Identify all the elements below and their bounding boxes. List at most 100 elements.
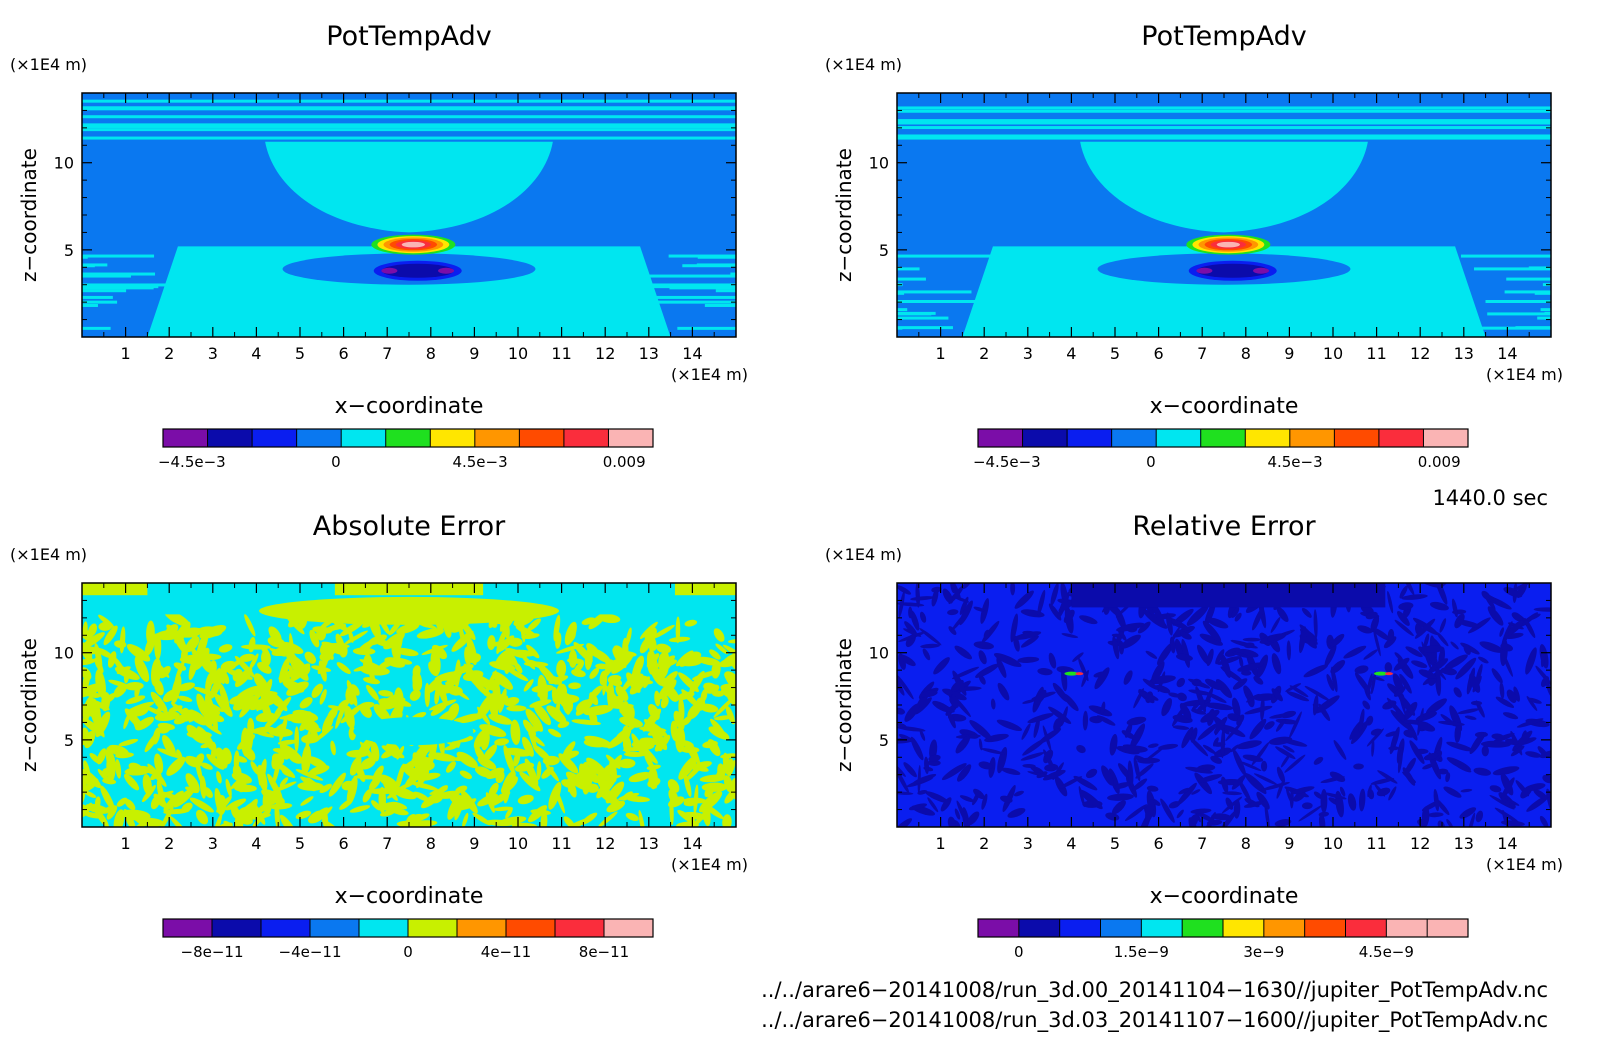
error-blob xyxy=(94,657,104,674)
z-unit-label: (×1E4 m) xyxy=(825,545,902,564)
error-blob xyxy=(279,743,304,764)
relerr-blob xyxy=(1354,665,1369,674)
colorbar-swatch xyxy=(212,919,261,937)
relerr-blob xyxy=(1514,583,1530,591)
relerr-blob xyxy=(1495,696,1515,708)
colorbar-frame xyxy=(977,428,1469,448)
colorbar-swatch xyxy=(207,429,253,447)
relerr-blob xyxy=(1013,790,1024,797)
error-blob xyxy=(82,621,88,639)
relerr-blob xyxy=(1237,662,1264,672)
x-tick-label: 5 xyxy=(295,344,305,363)
relerr-blob xyxy=(1363,649,1378,660)
relerr-blob xyxy=(1427,812,1444,818)
relerr-blob xyxy=(1313,756,1324,765)
error-blob xyxy=(722,752,731,775)
stripe-lower-right xyxy=(637,295,736,299)
error-blob xyxy=(115,752,134,759)
error-blob xyxy=(660,696,669,709)
error-blob xyxy=(154,711,180,722)
error-blob xyxy=(488,782,499,798)
relerr-blob xyxy=(1236,714,1245,726)
x-tick-label: 10 xyxy=(1323,834,1343,853)
stripe-lower-right xyxy=(644,285,736,289)
error-blob xyxy=(223,820,234,827)
error-blob xyxy=(189,797,214,813)
relerr-blob xyxy=(1039,728,1062,744)
error-blob xyxy=(519,771,541,792)
relerr-blob xyxy=(1525,751,1542,758)
x-tick-label: 1 xyxy=(936,344,946,363)
upper-bowl xyxy=(265,141,553,233)
error-blob xyxy=(123,808,136,827)
relerr-blob xyxy=(978,674,986,685)
relerr-blob xyxy=(1453,687,1462,698)
error-blob xyxy=(681,716,692,726)
error-blob xyxy=(479,724,507,738)
relerr-blob xyxy=(1100,701,1106,715)
colorbar-frame xyxy=(162,428,654,448)
relerr-blob xyxy=(1221,796,1243,814)
relerr-blob xyxy=(1256,791,1270,810)
relerr-blob xyxy=(898,591,905,618)
stripe-lower-right xyxy=(648,300,736,304)
error-blob xyxy=(493,806,513,812)
error-blob xyxy=(322,644,334,660)
error-blob xyxy=(341,780,354,791)
colorbar-swatch xyxy=(1059,919,1101,937)
relerr-blob xyxy=(1244,773,1267,794)
relerr-blob xyxy=(1042,769,1066,781)
relerr-blob xyxy=(1275,746,1296,760)
relerr-blob xyxy=(897,674,914,700)
relerr-blob xyxy=(1264,721,1275,730)
colorbar-swatch xyxy=(457,919,506,937)
colorbar-swatch xyxy=(1423,429,1468,447)
relerr-blob xyxy=(1253,675,1264,685)
x-tick-label: 3 xyxy=(208,344,218,363)
colorbar-frame xyxy=(162,918,654,938)
field-shading xyxy=(897,106,1551,337)
error-blob xyxy=(344,630,368,645)
error-blob xyxy=(510,719,521,745)
error-blob xyxy=(696,656,721,666)
relerr-blob xyxy=(1034,689,1047,705)
relerr-blob xyxy=(1301,802,1313,810)
relerr-blob xyxy=(1112,636,1120,660)
error-blob xyxy=(401,757,422,772)
relerr-blob xyxy=(1190,808,1212,814)
relerr-blob xyxy=(1454,763,1472,773)
relerr-blob xyxy=(1312,695,1319,716)
y-axis-label: z−coordinate xyxy=(832,148,856,282)
relerr-blob xyxy=(1274,819,1292,827)
error-blob xyxy=(196,809,209,825)
relerr-blob xyxy=(1126,716,1147,726)
error-blob xyxy=(216,771,222,784)
error-blob xyxy=(695,697,706,711)
relerr-blob xyxy=(1500,773,1514,796)
colorbar-swatch xyxy=(978,429,1023,447)
relerr-blob xyxy=(1121,730,1136,740)
relerr-blob xyxy=(993,653,1022,668)
error-blob xyxy=(214,693,233,717)
error-blob xyxy=(668,636,691,643)
relerr-blob xyxy=(1493,732,1515,743)
error-blob xyxy=(525,708,544,732)
relerr-blob xyxy=(1417,721,1436,732)
stripe-upper xyxy=(82,99,736,103)
relerr-blob xyxy=(1472,675,1482,693)
error-blob xyxy=(713,628,725,642)
file-path-1: ../../arare6−20141008/run_3d.00_20141104… xyxy=(761,978,1548,1003)
relerr-blob xyxy=(1481,591,1503,605)
error-blob xyxy=(278,657,290,684)
relerr-blob xyxy=(1146,785,1159,792)
relerr-blob xyxy=(1085,768,1098,779)
relerr-blob xyxy=(990,698,996,710)
x-tick-label: 14 xyxy=(1497,344,1517,363)
relerr-blob xyxy=(1460,788,1473,793)
relerr-blob xyxy=(1251,606,1264,631)
cold-anomaly-inner xyxy=(381,263,454,278)
relerr-blob xyxy=(1064,606,1074,634)
x-tick-label: 9 xyxy=(1284,344,1294,363)
error-blob xyxy=(456,751,478,769)
x-tick-label: 4 xyxy=(251,834,261,853)
